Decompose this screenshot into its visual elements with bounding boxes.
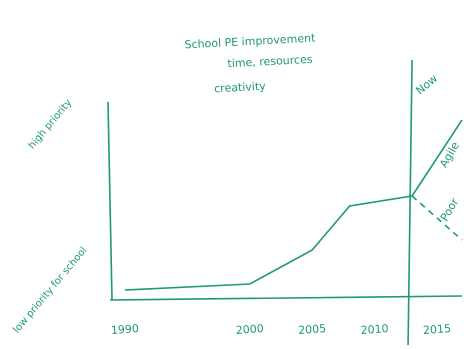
y-tick-label: low priority for school	[11, 245, 89, 335]
series-label: Poor	[438, 196, 462, 224]
branch-line	[411, 119, 463, 197]
annotation: Now	[413, 72, 440, 97]
subtitle: creativity	[214, 80, 267, 96]
x-axis	[109, 295, 463, 301]
x-tick-label: 2000	[235, 322, 264, 337]
y-axis	[107, 101, 113, 301]
x-tick-label: 2005	[298, 322, 327, 337]
subtitle: time, resources	[227, 53, 313, 70]
series-label: Agile	[437, 139, 462, 169]
branch-line	[411, 195, 463, 241]
y-tick-label: high priority	[27, 97, 75, 151]
line	[124, 195, 413, 291]
chart-title: School PE improvement	[184, 32, 316, 52]
now-line	[407, 59, 413, 346]
x-tick-label: 2015	[423, 322, 452, 337]
x-tick-label: 1990	[111, 322, 140, 337]
x-tick-label: 2010	[360, 322, 389, 337]
